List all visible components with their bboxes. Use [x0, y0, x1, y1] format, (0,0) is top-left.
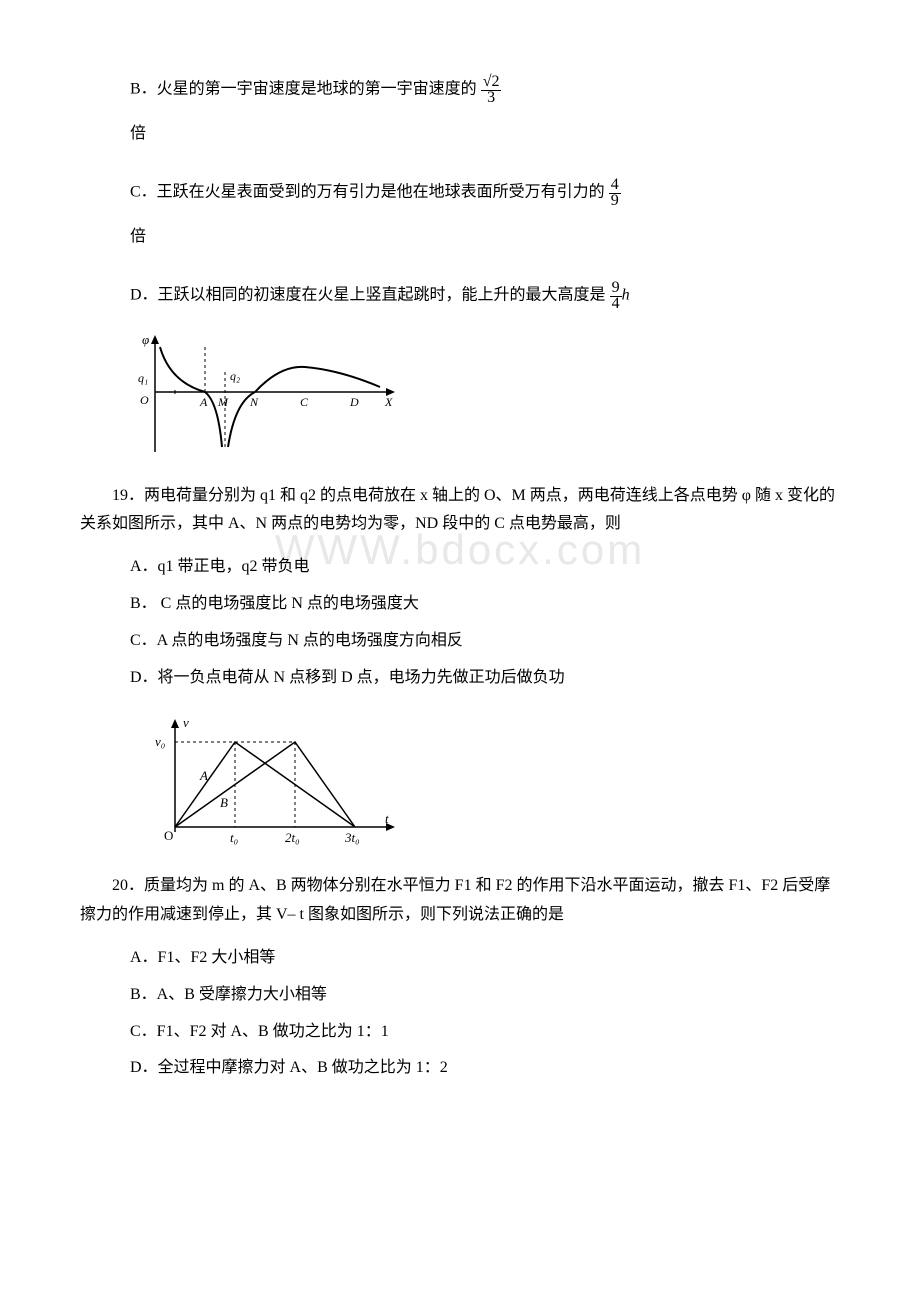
svg-text:2t₀: 2t₀ — [285, 830, 300, 845]
frac-denominator: 3 — [485, 89, 497, 106]
svg-text:t₀: t₀ — [230, 830, 238, 845]
q18-b-text-pre: B．火星的第一宇宙速度是地球的第一宇宙速度的 — [130, 81, 477, 98]
q18-c-text-pre: C．王跃在火星表面受到的万有引力是他在地球表面所受万有引力的 — [130, 183, 605, 200]
q19-intro: 19．两电荷量分别为 q1 和 q2 的点电荷放在 x 轴上的 O、M 两点，两… — [80, 482, 840, 540]
q20-option-b: B．A、B 受摩擦力大小相等 — [130, 981, 840, 1010]
q19-option-b: B． C 点的电场强度比 N 点的电场强度大 — [130, 590, 840, 619]
svg-text:v: v — [183, 715, 189, 730]
q18-d-suffix: h — [622, 286, 630, 303]
svg-text:v₀: v₀ — [155, 734, 165, 749]
q18-option-c: C．王跃在火星表面受到的万有引力是他在地球表面所受万有引力的 4 9 — [130, 177, 840, 209]
svg-text:B: B — [220, 795, 228, 810]
q18-b-text-post: 倍 — [130, 125, 146, 142]
svg-text:O: O — [164, 828, 173, 843]
svg-text:M: M — [217, 395, 229, 409]
q20-figure: v v₀ O A B t₀ 2t₀ 3t₀ t — [150, 712, 840, 852]
q18-option-b: B．火星的第一宇宙速度是地球的第一宇宙速度的 √2 3 — [130, 74, 840, 106]
frac-numerator: 9 — [610, 279, 622, 297]
svg-text:X: X — [384, 395, 393, 409]
q19-potential-graph: φ q₁ O q₂ A M N C D X — [130, 332, 410, 462]
q20-option-d: D．全过程中摩擦力对 A、B 做功之比为 1：2 — [130, 1054, 840, 1083]
svg-text:q₁: q₁ — [138, 371, 148, 385]
q19-figure: φ q₁ O q₂ A M N C D X — [130, 332, 840, 462]
svg-text:A: A — [199, 395, 208, 409]
svg-text:φ: φ — [142, 332, 149, 347]
svg-text:A: A — [199, 768, 208, 783]
q18-d-fraction: 9 4 — [610, 280, 622, 312]
q18-option-d: D．王跃以相同的初速度在火星上竖直起跳时，能上升的最大高度是 9 4 h — [130, 280, 840, 312]
q19-option-a: A．q1 带正电，q2 带负电 — [130, 553, 840, 582]
svg-text:D: D — [349, 395, 359, 409]
q20-option-a: A．F1、F2 大小相等 — [130, 944, 840, 973]
svg-text:C: C — [300, 395, 309, 409]
svg-text:q₂: q₂ — [230, 369, 240, 383]
q20-vt-graph: v v₀ O A B t₀ 2t₀ 3t₀ t — [150, 712, 430, 852]
svg-text:3t₀: 3t₀ — [344, 830, 360, 845]
q18-b-fraction: √2 3 — [481, 74, 502, 106]
q20-option-c: C．F1、F2 对 A、B 做功之比为 1：1 — [130, 1018, 840, 1047]
frac-denominator: 4 — [610, 295, 622, 312]
q19-option-d: D．将一负点电荷从 N 点移到 D 点，电场力先做正功后做负功 — [130, 664, 840, 693]
q18-option-b-post: 倍 — [130, 120, 840, 149]
svg-text:t: t — [385, 811, 389, 826]
q18-option-c-post: 倍 — [130, 223, 840, 252]
frac-denominator: 9 — [609, 192, 621, 209]
q18-d-text-pre: D．王跃以相同的初速度在火星上竖直起跳时，能上升的最大高度是 — [130, 286, 606, 303]
q18-c-fraction: 4 9 — [609, 177, 621, 209]
q19-option-c: C．A 点的电场强度与 N 点的电场强度方向相反 — [130, 627, 840, 656]
q18-c-text-post: 倍 — [130, 228, 146, 245]
q20-intro: 20．质量均为 m 的 A、B 两物体分别在水平恒力 F1 和 F2 的作用下沿… — [80, 872, 840, 930]
svg-text:N: N — [249, 395, 259, 409]
svg-text:O: O — [140, 393, 149, 407]
